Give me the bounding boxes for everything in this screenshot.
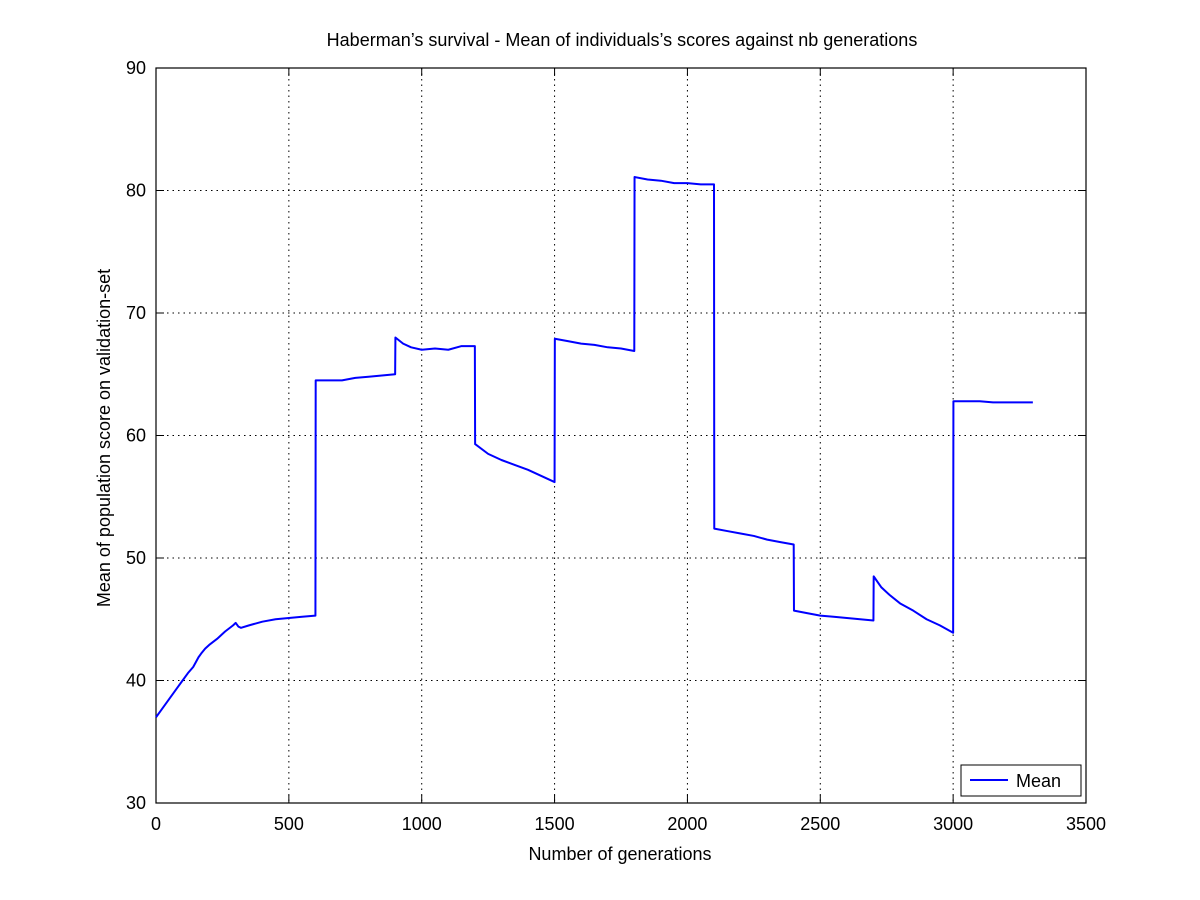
legend: Mean	[960, 764, 1082, 797]
series-line-mean	[155, 176, 1033, 718]
y-tick-label: 30	[126, 793, 146, 813]
y-tick-label: 60	[126, 426, 146, 446]
legend-label-mean: Mean	[1016, 771, 1061, 791]
x-tick-label: 2500	[800, 814, 840, 834]
x-tick-label: 500	[274, 814, 304, 834]
gridlines	[156, 68, 1086, 803]
x-tick-label: 1000	[402, 814, 442, 834]
series-layer	[155, 176, 1033, 718]
chart-title: Haberman’s survival - Mean of individual…	[327, 30, 918, 50]
y-tick-label: 50	[126, 548, 146, 568]
y-tick-label: 70	[126, 303, 146, 323]
y-tick-label: 40	[126, 671, 146, 691]
y-axis-tick-labels: 30 40 50 60 70 80 90	[126, 58, 146, 813]
x-tick-label: 3500	[1066, 814, 1106, 834]
x-tick-label: 1500	[535, 814, 575, 834]
y-tick-label: 90	[126, 58, 146, 78]
y-tick-label: 80	[126, 181, 146, 201]
x-tick-label: 3000	[933, 814, 973, 834]
x-tick-label: 0	[151, 814, 161, 834]
x-axis-label: Number of generations	[528, 844, 711, 864]
x-axis-tick-labels: 0 500 1000 1500 2000 2500 3000 3500	[151, 814, 1106, 834]
x-tick-label: 2000	[667, 814, 707, 834]
y-axis-label: Mean of population score on validation-s…	[94, 269, 114, 607]
plot-area-frame	[155, 67, 1087, 804]
